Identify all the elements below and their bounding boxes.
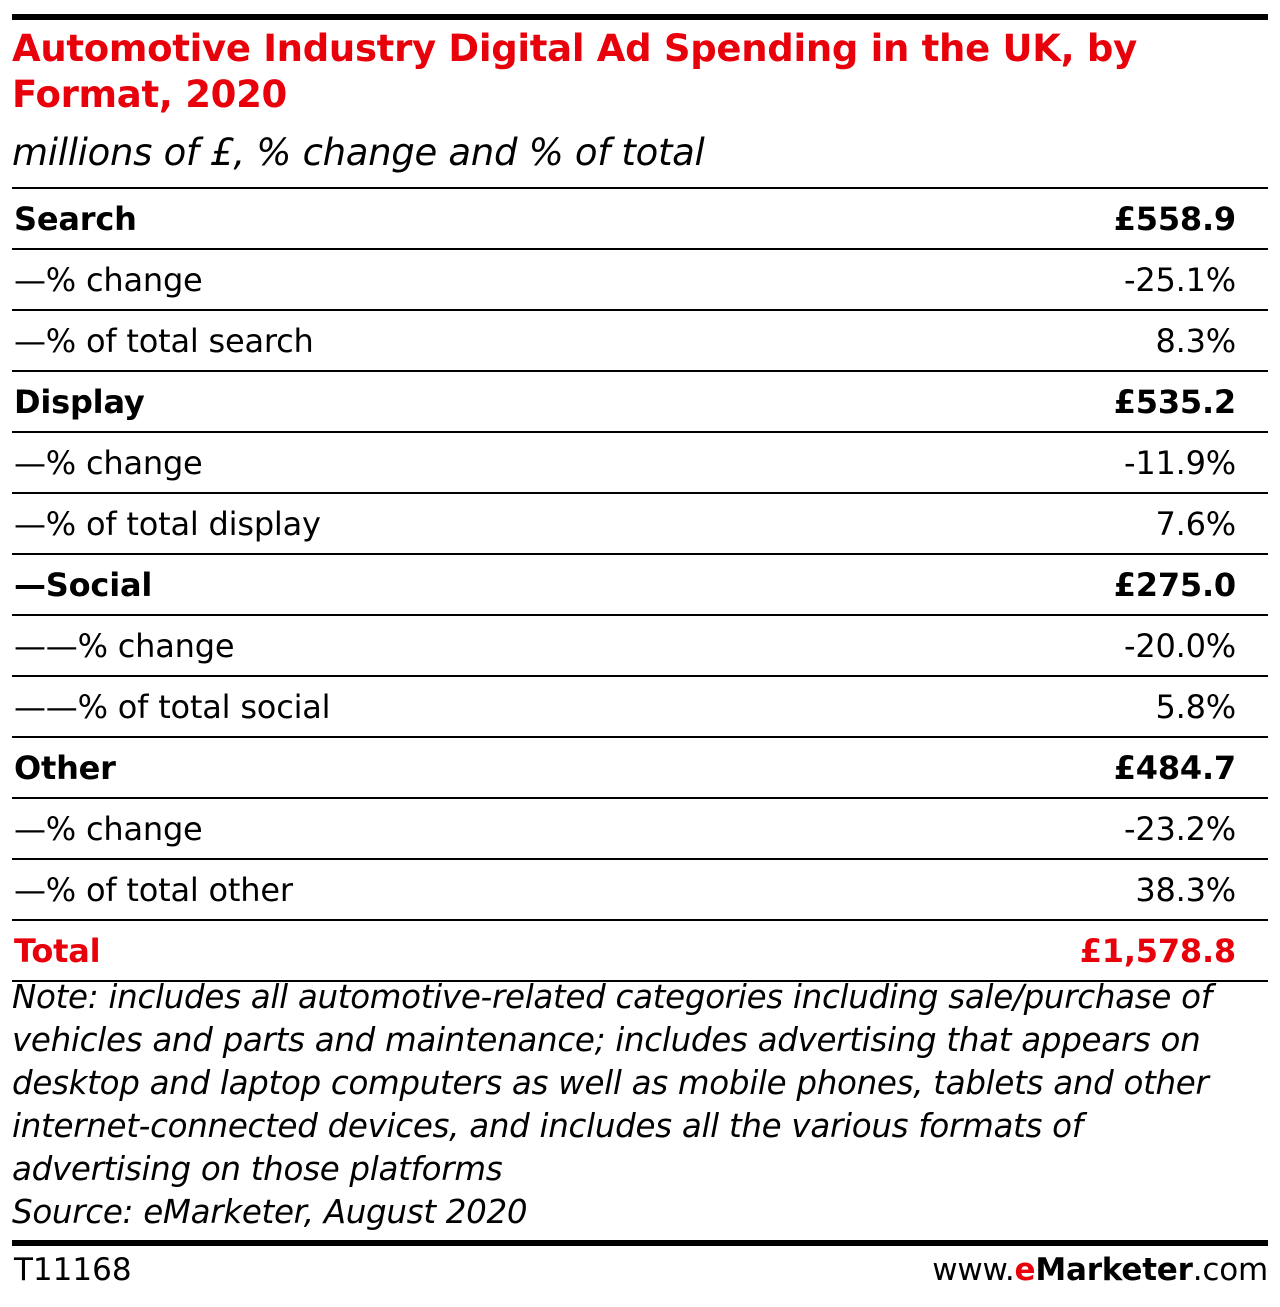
- source-text: Source: eMarketer, August 2020: [12, 1193, 528, 1231]
- note-text: Note: includes all automotive-related ca…: [12, 978, 1212, 1188]
- brand-name: Marketer: [1035, 1252, 1193, 1288]
- row-label: Search: [14, 199, 137, 238]
- table-row: Other £484.7: [12, 738, 1268, 799]
- row-label: —% of total search: [14, 321, 314, 360]
- row-value: £1,578.8: [1079, 931, 1237, 970]
- table-row: Total £1,578.8: [12, 921, 1268, 982]
- row-value: £275.0: [1113, 565, 1236, 604]
- row-value: 5.8%: [1155, 687, 1237, 726]
- row-value: -25.1%: [1123, 260, 1236, 299]
- brand-prefix: www.: [932, 1252, 1015, 1288]
- brand-logo[interactable]: www.eMarketer.com: [932, 1252, 1268, 1288]
- footnote: Note: includes all automotive-related ca…: [12, 976, 1262, 1234]
- row-value: 38.3%: [1135, 870, 1236, 909]
- chart-subtitle: millions of £, % change and % of total: [12, 131, 705, 174]
- row-value: -23.2%: [1123, 809, 1236, 848]
- table-row: —% change -11.9%: [12, 433, 1268, 494]
- table-row: —% change -25.1%: [12, 250, 1268, 311]
- table-row: —% of total other 38.3%: [12, 860, 1268, 921]
- table-row: —Social £275.0: [12, 555, 1268, 616]
- row-label: ——% of total social: [14, 687, 331, 726]
- table-row: —% change -23.2%: [12, 799, 1268, 860]
- row-label: —Social: [14, 565, 153, 604]
- table-row: ——% change -20.0%: [12, 616, 1268, 677]
- row-label: Other: [14, 748, 116, 787]
- data-table: Search £558.9 —% change -25.1% —% of total s…: [12, 187, 1268, 982]
- row-value: -11.9%: [1123, 443, 1236, 482]
- row-label: Display: [14, 382, 145, 421]
- row-label: —% of total display: [14, 504, 321, 543]
- row-value: £484.7: [1113, 748, 1236, 787]
- table-row: ——% of total social 5.8%: [12, 677, 1268, 738]
- row-label: ——% change: [14, 626, 235, 665]
- row-label: —% change: [14, 809, 203, 848]
- chart-title: Automotive Industry Digital Ad Spending …: [12, 27, 1137, 116]
- brand-e: e: [1014, 1252, 1036, 1288]
- row-value: £558.9: [1113, 199, 1236, 238]
- row-label: Total: [14, 931, 101, 970]
- table-row: —% of total display 7.6%: [12, 494, 1268, 555]
- brand-suffix: .com: [1192, 1252, 1268, 1288]
- table-row: Search £558.9: [12, 189, 1268, 250]
- row-value: 8.3%: [1155, 321, 1237, 360]
- table-id: T11168: [14, 1252, 132, 1288]
- row-value: -20.0%: [1123, 626, 1236, 665]
- table-row: Display £535.2: [12, 372, 1268, 433]
- row-label: —% of total other: [14, 870, 293, 909]
- row-label: —% change: [14, 260, 203, 299]
- row-label: —% change: [14, 443, 203, 482]
- table-row: —% of total search 8.3%: [12, 311, 1268, 372]
- row-value: £535.2: [1113, 382, 1236, 421]
- top-rule: [12, 14, 1268, 20]
- row-value: 7.6%: [1155, 504, 1237, 543]
- bottom-rule: [12, 1240, 1268, 1246]
